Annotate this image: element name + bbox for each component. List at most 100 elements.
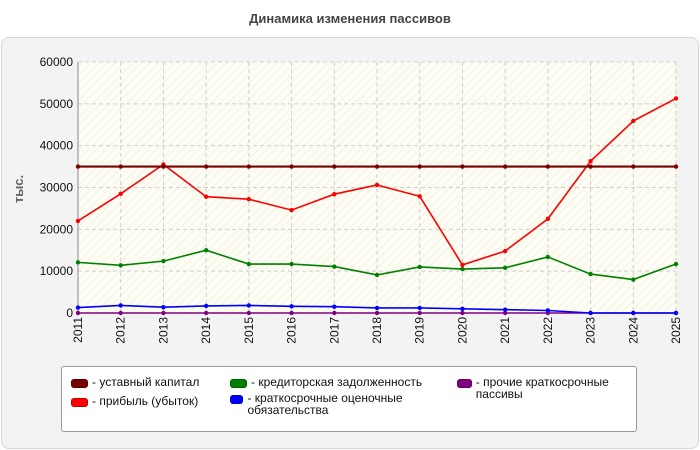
point-profit [460, 262, 465, 268]
legend-item-profit: - прибыль (убыток) [71, 395, 231, 407]
point-other-liabilities [417, 310, 422, 316]
legend-item-charter-capital: - уставный капитал [71, 376, 231, 388]
point-accounts-payable [161, 258, 166, 264]
legend: - уставный капитал - прибыль (убыток) - … [61, 366, 637, 432]
point-charter-capital [588, 164, 593, 169]
series-layer [75, 96, 679, 316]
x-tick-label: 2012 [114, 317, 128, 344]
legend-swatch-profit [71, 398, 88, 407]
legend-swatch-other-liabilities [457, 379, 472, 388]
y-axis-label: тыс. [11, 175, 26, 203]
x-tick-label: 2013 [156, 317, 170, 344]
legend-swatch-estimated-liabilities [230, 395, 244, 404]
point-profit [673, 96, 679, 101]
gridlines [78, 61, 677, 313]
x-tick-label: 2022 [541, 317, 555, 344]
point-charter-capital [161, 164, 166, 169]
legend-label-profit: - прибыль (убыток) [92, 394, 199, 408]
point-estimated-liabilities [203, 303, 209, 309]
point-charter-capital [118, 164, 123, 169]
legend-label-estimated-liabilities: - краткосрочные оценочные обязательства [247, 391, 403, 417]
y-tick-label: 20000 [40, 222, 74, 236]
y-tick-label: 40000 [40, 139, 74, 153]
y-tick-label: 0 [66, 306, 73, 320]
legend-item-estimated-liabilities: - краткосрочные оценочные обязательства [230, 392, 430, 416]
point-profit [118, 191, 123, 196]
point-charter-capital [289, 164, 294, 169]
point-accounts-payable [203, 248, 209, 253]
point-estimated-liabilities [374, 305, 380, 311]
point-charter-capital [545, 164, 551, 169]
point-accounts-payable [673, 261, 679, 267]
point-charter-capital [203, 164, 209, 169]
x-tick-label: 2020 [455, 317, 469, 344]
x-tick-label: 2017 [327, 317, 341, 344]
tick-labels: 0 10000 20000 30000 40000 50000 60000 2011 2012 2… [40, 55, 683, 344]
point-accounts-payable [289, 261, 294, 267]
point-profit [332, 191, 337, 197]
point-other-liabilities [246, 310, 252, 316]
point-other-liabilities [460, 310, 465, 316]
point-other-liabilities [289, 310, 294, 316]
y-tick-label: 60000 [40, 55, 74, 69]
x-tick-label: 2011 [71, 317, 85, 343]
point-accounts-payable [502, 265, 508, 271]
point-estimated-liabilities [246, 303, 252, 308]
point-other-liabilities [203, 310, 209, 316]
x-tick-label: 2025 [669, 317, 683, 344]
point-profit [502, 248, 508, 254]
y-tick-label: 10000 [40, 264, 74, 278]
point-profit [289, 207, 294, 213]
legend-item-other-liabilities: - прочие краткосрочные пассивы [457, 376, 632, 400]
chart-title: Динамика изменения пассивов [249, 11, 451, 26]
legend-swatch-charter-capital [71, 379, 88, 388]
point-other-liabilities [502, 310, 508, 316]
point-profit [417, 194, 422, 199]
point-profit [374, 182, 380, 188]
legend-label-other-liabilities: - прочие краткосрочные пассивы [475, 375, 609, 401]
point-accounts-payable [588, 271, 593, 277]
legend-label-charter-capital: - уставный капитал [92, 375, 200, 389]
x-tick-label: 2015 [242, 317, 256, 344]
x-tick-label: 2024 [626, 317, 640, 344]
point-other-liabilities [75, 310, 81, 316]
point-accounts-payable [75, 260, 81, 265]
point-estimated-liabilities [332, 304, 337, 309]
point-charter-capital [460, 164, 465, 169]
point-other-liabilities [332, 310, 337, 316]
point-estimated-liabilities [75, 305, 81, 310]
x-tick-label: 2023 [584, 317, 598, 344]
point-estimated-liabilities [417, 305, 422, 311]
point-accounts-payable [460, 266, 465, 272]
point-profit [545, 216, 551, 222]
point-estimated-liabilities [460, 306, 465, 312]
point-accounts-payable [374, 272, 380, 278]
point-profit [203, 194, 209, 199]
point-charter-capital [75, 164, 81, 169]
point-other-liabilities [161, 310, 166, 316]
point-charter-capital [417, 164, 422, 169]
point-other-liabilities [118, 310, 123, 316]
point-profit [246, 197, 252, 202]
point-estimated-liabilities [545, 308, 551, 313]
point-estimated-liabilities [118, 303, 123, 308]
x-tick-label: 2014 [199, 317, 213, 344]
x-tick-label: 2016 [285, 317, 299, 344]
point-accounts-payable [417, 264, 422, 270]
point-estimated-liabilities [289, 304, 294, 309]
point-accounts-payable [545, 254, 551, 260]
point-accounts-payable [246, 261, 252, 267]
x-tick-label: 2018 [370, 317, 384, 344]
point-charter-capital [673, 164, 679, 169]
point-profit [631, 118, 636, 124]
legend-swatch-accounts-payable [230, 379, 247, 388]
point-charter-capital [332, 164, 337, 169]
point-estimated-liabilities [161, 304, 166, 310]
point-charter-capital [502, 164, 508, 169]
legend-label-accounts-payable: - кредиторская задолженность [251, 375, 423, 389]
x-tick-label: 2019 [413, 317, 427, 344]
point-charter-capital [246, 164, 252, 169]
point-estimated-liabilities [588, 310, 593, 316]
point-profit [75, 218, 81, 224]
